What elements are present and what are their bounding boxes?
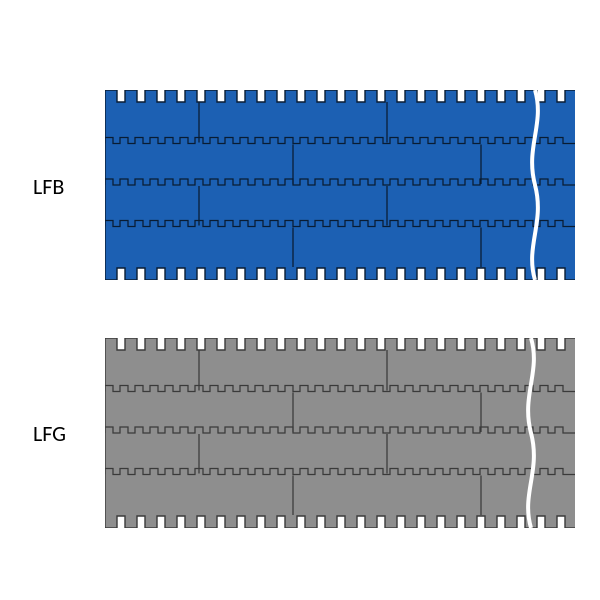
label-lfb: LFB (33, 173, 64, 200)
belt-lfb-svg (105, 90, 575, 280)
belt-lfg-svg (105, 338, 575, 528)
label-lfg: LFG (33, 420, 66, 447)
belt-lfb (105, 90, 575, 285)
diagram-stage: LFB LFG (0, 0, 600, 600)
belt-lfg (105, 338, 575, 533)
